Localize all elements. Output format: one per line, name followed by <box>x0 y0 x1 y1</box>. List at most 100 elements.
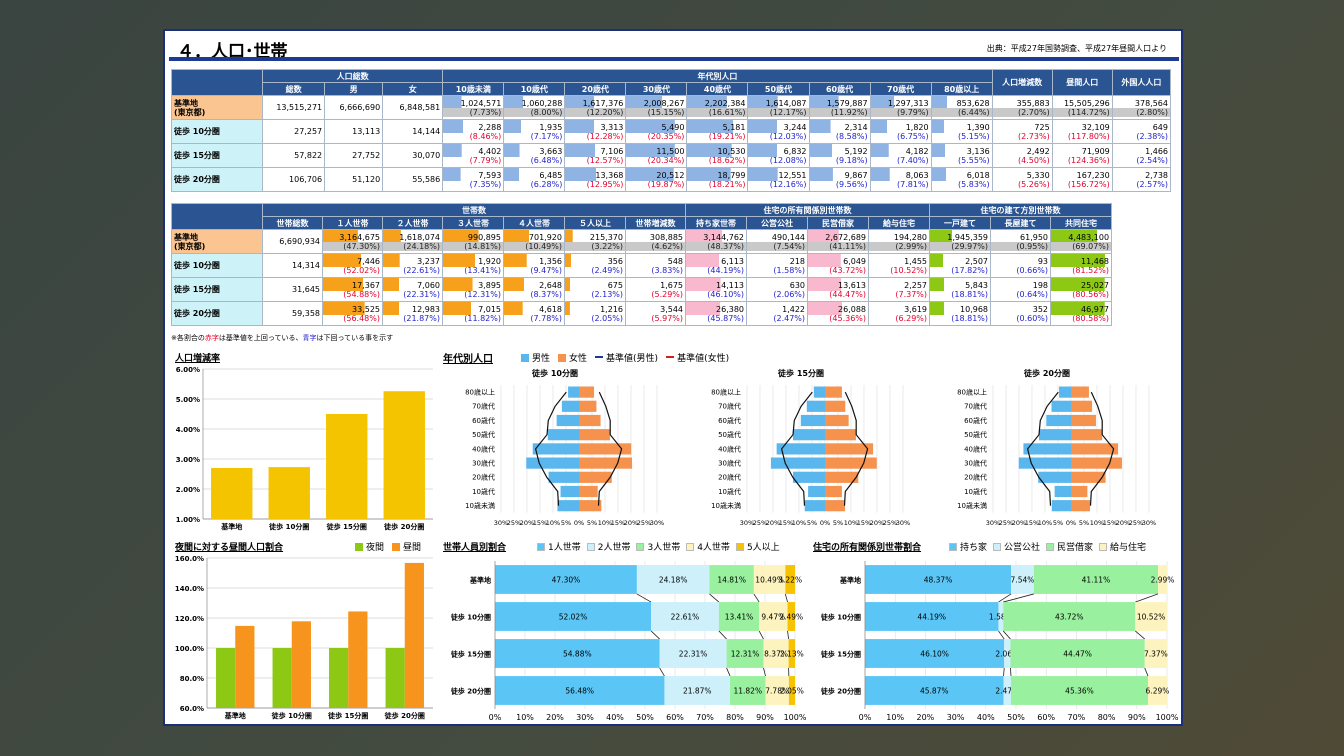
cell-value: 6,485 <box>539 170 563 180</box>
female-bar <box>579 457 633 469</box>
cell-percent: (22.61%) <box>403 265 440 275</box>
x-tick-label: 25% <box>1129 519 1143 527</box>
cell-percent: (6.75%) <box>896 131 929 141</box>
cell-value: 1,579,887 <box>826 98 868 108</box>
legend-day-label: 昼間 <box>403 543 422 553</box>
table-cell: 7,593 (7.35%) <box>442 167 505 192</box>
cell-value: 194,280 <box>893 232 928 242</box>
cell-percent: (11.82%) <box>464 313 501 323</box>
cell-value: 3,144,762 <box>703 232 745 242</box>
table-cell: 3,136 (5.55%) <box>930 143 993 168</box>
cell-percent: (12.17%) <box>748 107 809 117</box>
cell-percent: (14.81%) <box>443 241 503 251</box>
table-cell: 26,088 (45.36%) <box>807 301 870 326</box>
data-label: 22.61% <box>671 613 700 622</box>
male-bar <box>1051 500 1071 512</box>
table-cell: 14,144 <box>382 119 444 144</box>
age-label: 70歳代 <box>472 402 495 411</box>
cell-percent: (19.21%) <box>708 131 746 141</box>
male-bar <box>770 457 825 469</box>
cell-percent: (8.46%) <box>469 131 502 141</box>
table-cell: 12,551 (12.16%) <box>747 167 810 192</box>
cell-percent: (7.37%) <box>895 289 928 299</box>
cell-percent: (2.05%) <box>591 313 623 323</box>
cell-value: 6,666,690 <box>339 103 381 112</box>
table-cell: 3,619 (6.29%) <box>868 301 931 326</box>
base-female-line <box>843 391 869 506</box>
cell-value: 57,822 <box>294 151 323 160</box>
data-label: 2.47% <box>995 687 1019 696</box>
table-cell: 6,832 (12.08%) <box>747 143 810 168</box>
cell-value: 2,738 <box>1145 170 1168 180</box>
table-row: 徒歩 10分圏 27,257 13,113 14,144 2,288 (8.46%) 1,9… <box>170 119 1172 144</box>
cell-percent: (44.47%) <box>829 289 867 299</box>
connector-line <box>1003 593 1034 603</box>
data-label: 21.87% <box>683 687 712 696</box>
y-tick-label: 5.00% <box>176 396 200 404</box>
data-label: 2.05% <box>780 687 804 696</box>
pop_table-col-header: 40歳代 <box>686 82 749 96</box>
age-label: 30歳代 <box>964 459 987 468</box>
stack-segment <box>865 602 999 631</box>
age-label: 50歳代 <box>718 430 741 439</box>
cell-percent: (124.36%) <box>1067 155 1110 165</box>
cell-value: 18,799 <box>717 170 746 180</box>
age-label: 10歳未満 <box>711 501 741 510</box>
x-tick-label: 10% <box>598 519 612 527</box>
cell-value: 2,257 <box>904 280 928 290</box>
stack-segment <box>788 676 795 705</box>
bar <box>268 467 310 519</box>
cell-percent: (80.58%) <box>1072 313 1110 323</box>
cell-value: 27,257 <box>294 127 323 136</box>
table-cell: 25,027 (80.56%) <box>1050 277 1113 302</box>
legend-female-swatch <box>558 354 567 362</box>
male-bar <box>806 400 825 412</box>
table-cell: 15,505,296 (114.72%) <box>1051 95 1113 120</box>
cell-value: 1,356 <box>539 256 562 266</box>
data-label: 3.22% <box>778 576 802 585</box>
cell-value: 5,843 <box>965 280 989 290</box>
cell-percent: (9.79%) <box>871 107 931 117</box>
cell-value: 10,530 <box>717 146 746 156</box>
legend-female-label: 女性 <box>569 354 588 364</box>
hhsize-chart: 0% 10% 20% 30% 40% 50% 60% 70% 80% 90% 100% 基準地 47.3… <box>450 561 807 722</box>
cell-value: 1,675 <box>660 280 684 290</box>
stack-segment <box>787 602 795 631</box>
table-cell: 5,330 (5.26%) <box>991 167 1053 192</box>
pop_table-col-header: 30歳代 <box>625 82 688 96</box>
cell-value: 33,525 <box>352 304 380 314</box>
cell-value: 6,848,581 <box>399 103 441 112</box>
cell-value: 55,586 <box>412 175 441 184</box>
table-cell: 2,672,689 (41.11%) <box>807 229 870 254</box>
stack-segment <box>1144 639 1167 668</box>
x-tick-label: 20% <box>1012 519 1026 527</box>
male-bar <box>1051 400 1071 412</box>
data-label: 2.06% <box>995 650 1019 659</box>
x-tick-label: 25% <box>753 519 767 527</box>
table-cell: 2,314 (8.58%) <box>808 119 871 144</box>
cell-percent: (69.07%) <box>1051 241 1111 251</box>
cell-value: 32,109 <box>1081 122 1110 132</box>
cell-percent: (18.62%) <box>708 155 746 165</box>
legend-label: 民営借家 <box>1057 543 1094 553</box>
cell-value: 990,895 <box>467 232 501 242</box>
cell-value: 17,367 <box>352 280 380 290</box>
x-tick-label: 5% <box>807 519 817 527</box>
table-cell: 93 (0.66%) <box>990 253 1052 278</box>
hh_table-col-header: 民営借家 <box>807 216 870 230</box>
x-tick-label: 0% <box>489 713 502 722</box>
hh_table-col-header: 長屋建て <box>990 216 1052 230</box>
female-bar <box>1071 443 1119 455</box>
connector-line <box>726 667 731 677</box>
x-tick-label: 5% <box>1079 519 1089 527</box>
tenure-legend: 持ち家 公営公社 民営借家 給与住宅 <box>949 540 1146 553</box>
table-cell: 51,120 <box>324 167 384 192</box>
cell-percent: (9.56%) <box>835 179 868 189</box>
legend-label: 5人以上 <box>746 543 780 553</box>
table-cell: 3,237 (22.61%) <box>382 253 443 278</box>
legend-label: 4人世帯 <box>697 543 730 553</box>
bar <box>211 468 253 519</box>
table-cell: 1,297,313 (9.79%) <box>869 95 932 120</box>
cell-value: 13,515,271 <box>276 103 323 112</box>
cell-percent: (4.50%) <box>1018 155 1050 165</box>
